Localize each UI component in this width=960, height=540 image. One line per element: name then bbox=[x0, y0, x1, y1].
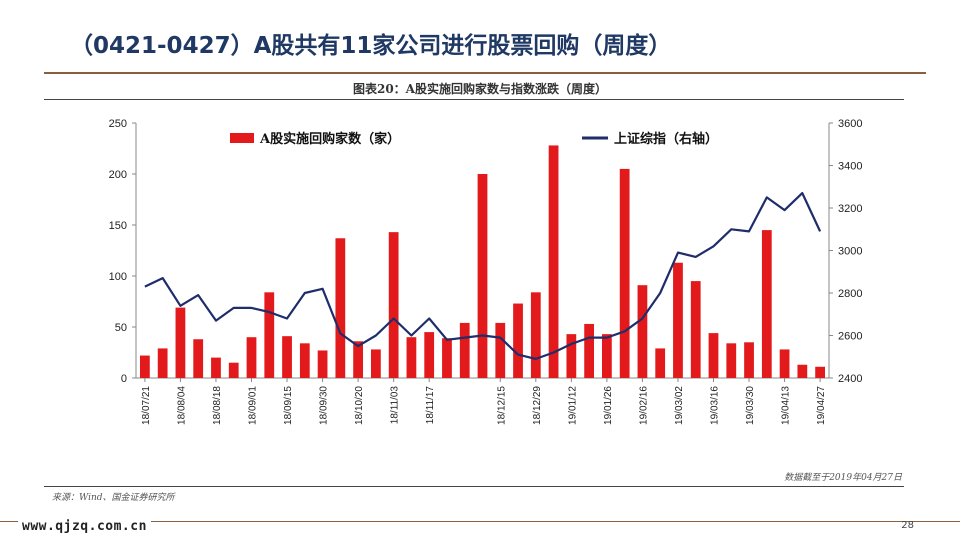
x-tick-label: 19/01/26 bbox=[603, 386, 614, 425]
x-tick-label: 19/03/16 bbox=[710, 386, 721, 425]
bar bbox=[246, 337, 257, 378]
right-tick-label: 2400 bbox=[838, 373, 862, 385]
bar bbox=[637, 285, 648, 378]
x-tick-label: 18/11/17 bbox=[425, 386, 436, 425]
bar bbox=[690, 281, 701, 378]
right-tick-label: 3200 bbox=[838, 203, 862, 215]
legend-bar-swatch bbox=[230, 133, 254, 143]
bar bbox=[157, 348, 168, 378]
left-tick-label: 100 bbox=[109, 271, 127, 283]
bar bbox=[779, 349, 790, 378]
bar bbox=[673, 262, 683, 378]
left-tick-label: 150 bbox=[109, 220, 127, 232]
bar bbox=[477, 174, 488, 378]
plot-area: 0 50 100 150 200 250 2400 2600 2800 3000 3200 3400 3… bbox=[109, 118, 863, 425]
x-tick-label: 19/02/16 bbox=[638, 386, 649, 425]
source-note: 来源：Wind、国金证券研究所 bbox=[52, 493, 175, 503]
figure-top-rule bbox=[44, 99, 904, 100]
x-tick-label: 18/08/04 bbox=[176, 386, 187, 425]
x-tick-label: 18/12/15 bbox=[496, 386, 507, 425]
left-tick-label: 200 bbox=[109, 169, 127, 181]
bar bbox=[459, 322, 470, 378]
x-tick-label: 19/03/02 bbox=[674, 386, 685, 425]
bar bbox=[566, 334, 577, 378]
bar bbox=[228, 362, 239, 378]
x-tick-label: 18/09/30 bbox=[319, 386, 330, 425]
bar bbox=[726, 343, 737, 378]
legend-bar-label: A股实施回购家数（家） bbox=[259, 131, 400, 147]
right-tick-label: 2800 bbox=[838, 288, 862, 300]
x-tick-label: 19/04/13 bbox=[781, 386, 792, 425]
index-line bbox=[144, 192, 822, 360]
legend-line-label: 上证综指（右轴） bbox=[614, 131, 718, 147]
figure-bottom-rule bbox=[44, 486, 904, 487]
bar bbox=[264, 292, 275, 378]
x-tick-label: 18/09/01 bbox=[248, 386, 259, 425]
bar bbox=[353, 341, 364, 378]
right-tick-label: 3000 bbox=[838, 246, 862, 258]
bar bbox=[424, 332, 435, 378]
website-url[interactable]: www.qjzq.com.cn bbox=[18, 519, 151, 534]
bar bbox=[815, 366, 826, 378]
bar bbox=[530, 292, 541, 378]
bar bbox=[299, 343, 310, 378]
x-tick-label: 19/01/12 bbox=[567, 386, 578, 425]
bar bbox=[442, 338, 452, 378]
bar bbox=[619, 168, 630, 378]
left-tick-label: 0 bbox=[121, 373, 127, 385]
bar bbox=[708, 333, 719, 378]
figure-title: 图表20：A股实施回购家数与指数涨跌（周度） bbox=[352, 82, 607, 96]
title-divider bbox=[44, 72, 926, 74]
bar bbox=[175, 307, 186, 378]
left-tick-label: 50 bbox=[115, 322, 127, 334]
bar bbox=[388, 232, 399, 378]
bar bbox=[211, 357, 221, 378]
bar bbox=[797, 364, 808, 378]
x-tick-label: 18/07/21 bbox=[141, 386, 152, 425]
page-title: （0421-0427）A股共有11家公司进行股票回购（周度） bbox=[70, 33, 672, 59]
left-tick-label: 250 bbox=[109, 118, 127, 130]
page-number: 28 bbox=[901, 520, 914, 531]
bar bbox=[655, 348, 666, 378]
right-tick-label: 2600 bbox=[838, 331, 862, 343]
bar bbox=[193, 339, 204, 378]
x-tick-label: 19/04/27 bbox=[816, 386, 827, 425]
bar bbox=[495, 322, 506, 378]
bar bbox=[513, 303, 523, 378]
bar bbox=[317, 350, 328, 378]
bar bbox=[370, 349, 381, 378]
bar bbox=[584, 323, 595, 378]
right-tick-label: 3400 bbox=[838, 161, 862, 173]
bar bbox=[406, 337, 417, 378]
x-tick-label: 18/11/03 bbox=[390, 386, 401, 425]
footer-divider bbox=[0, 521, 960, 522]
data-cutoff-note: 数据截至于2019年04月27日 bbox=[784, 473, 902, 483]
bar bbox=[744, 342, 754, 378]
right-tick-label: 3600 bbox=[838, 118, 862, 130]
x-tick-label: 18/09/15 bbox=[283, 386, 294, 425]
bar bbox=[601, 334, 612, 378]
x-tick-label: 18/12/29 bbox=[532, 386, 543, 425]
bar bbox=[761, 230, 772, 378]
bar bbox=[139, 355, 150, 378]
x-tick-label: 18/08/18 bbox=[212, 386, 223, 425]
x-tick-label: 19/03/30 bbox=[745, 386, 756, 425]
bar bbox=[335, 238, 346, 378]
x-tick-label: 18/10/20 bbox=[354, 386, 365, 425]
bar bbox=[548, 145, 559, 378]
bar bbox=[282, 336, 292, 378]
